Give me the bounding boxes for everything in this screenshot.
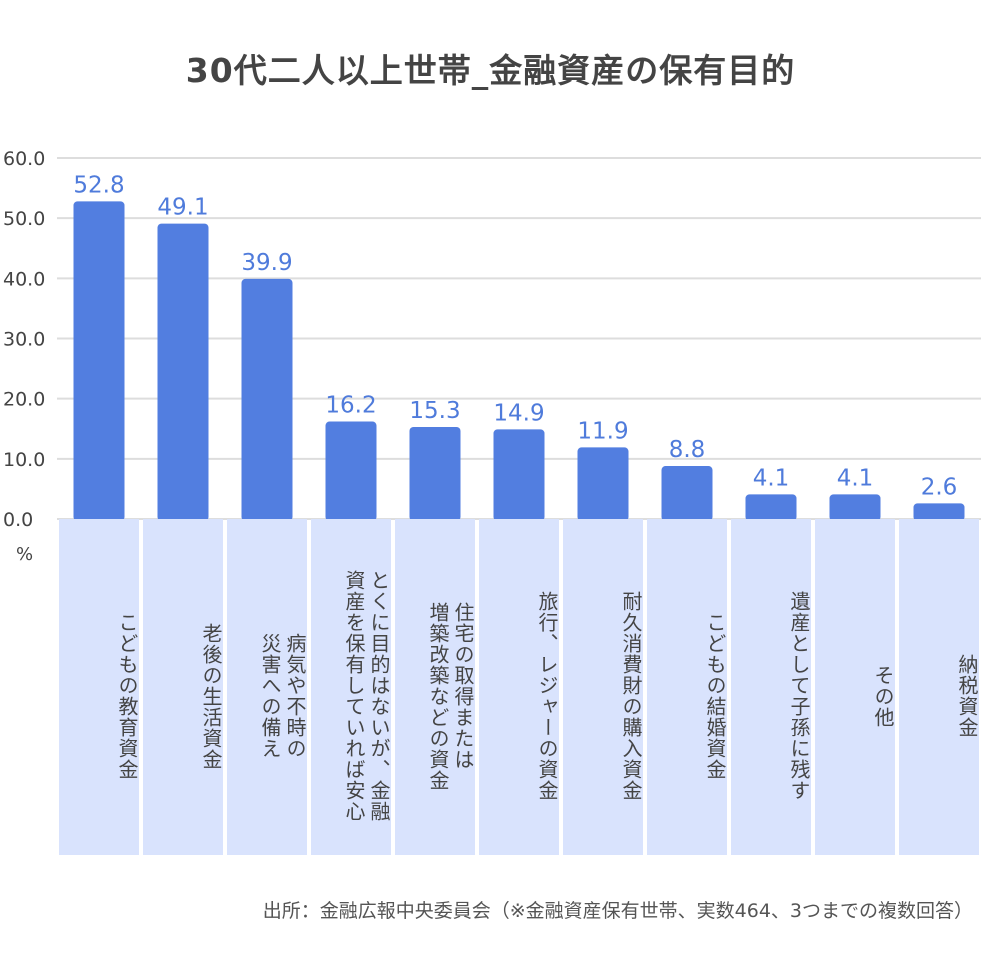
source-note: 出所：金融広報中央委員会（※金融資産保有世帯、実数464、3つまでの複数回答） — [262, 900, 973, 922]
chart-title: 30代二人以上世帯_金融資産の保有目的 — [185, 51, 796, 90]
bar — [493, 429, 545, 521]
category-band: とくに目的はないが、金融 資産を保有していれば安心 — [311, 519, 391, 855]
category-band: 遺産として子孫に残す — [731, 519, 811, 855]
category-label: 老後の生活資金 — [199, 622, 223, 770]
data-label: 15.3 — [409, 398, 460, 424]
data-label: 11.9 — [577, 418, 628, 444]
y-tick-label: 20.0 — [3, 389, 45, 411]
category-band: 耐久消費財の購入資金 — [563, 519, 643, 855]
bar — [745, 494, 797, 521]
category-label: とくに目的はないが、金融 資産を保有していれば安心 — [342, 570, 391, 822]
data-label: 39.9 — [241, 250, 292, 276]
y-tick-label: 40.0 — [3, 268, 45, 290]
data-label: 14.9 — [493, 400, 544, 426]
y-tick-label: 50.0 — [3, 208, 45, 230]
bar — [73, 201, 125, 521]
data-label: 8.8 — [669, 437, 706, 463]
category-band: 旅行、レジャーの資金 — [479, 519, 559, 855]
bar — [409, 426, 461, 521]
bar — [829, 494, 881, 521]
bar — [577, 447, 629, 521]
data-label: 52.8 — [73, 172, 124, 198]
bar — [661, 466, 713, 521]
category-label: 耐久消費財の購入資金 — [619, 591, 643, 801]
category-band: 納税資金 — [899, 519, 979, 855]
y-tick-label: 0.0 — [3, 509, 33, 531]
category-band: 住宅の取得または 増築改築などの資金 — [395, 519, 475, 855]
category-label: 旅行、レジャーの資金 — [535, 591, 559, 801]
category-label: こどもの教育資金 — [115, 612, 139, 780]
data-label: 16.2 — [325, 393, 376, 419]
data-label: 2.6 — [921, 474, 958, 500]
category-label: 病気や不時の 災害への備え — [258, 633, 307, 759]
y-tick-label: 60.0 — [3, 148, 45, 170]
bar — [157, 223, 209, 521]
category-band: こどもの教育資金 — [59, 519, 139, 855]
data-label: 4.1 — [837, 465, 874, 491]
category-band: 老後の生活資金 — [143, 519, 223, 855]
category-band: こどもの結婚資金 — [647, 519, 727, 855]
category-label: こどもの結婚資金 — [703, 612, 727, 780]
data-label: 49.1 — [157, 195, 208, 221]
category-label: 納税資金 — [955, 654, 979, 738]
category-label: 遺産として子孫に残す — [787, 591, 811, 801]
category-label: 住宅の取得または 増築改築などの資金 — [426, 601, 475, 791]
y-axis-unit: % — [16, 544, 34, 565]
y-tick-label: 30.0 — [3, 329, 45, 351]
y-tick-label: 10.0 — [3, 449, 45, 471]
category-label: その他 — [871, 664, 895, 728]
bar — [241, 278, 293, 521]
category-band: その他 — [815, 519, 895, 855]
data-label: 4.1 — [753, 465, 790, 491]
bar — [913, 503, 965, 521]
category-band: 病気や不時の 災害への備え — [227, 519, 307, 855]
bar — [325, 421, 377, 521]
